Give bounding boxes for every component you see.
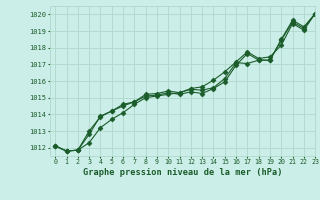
X-axis label: Graphe pression niveau de la mer (hPa): Graphe pression niveau de la mer (hPa) (83, 168, 282, 177)
